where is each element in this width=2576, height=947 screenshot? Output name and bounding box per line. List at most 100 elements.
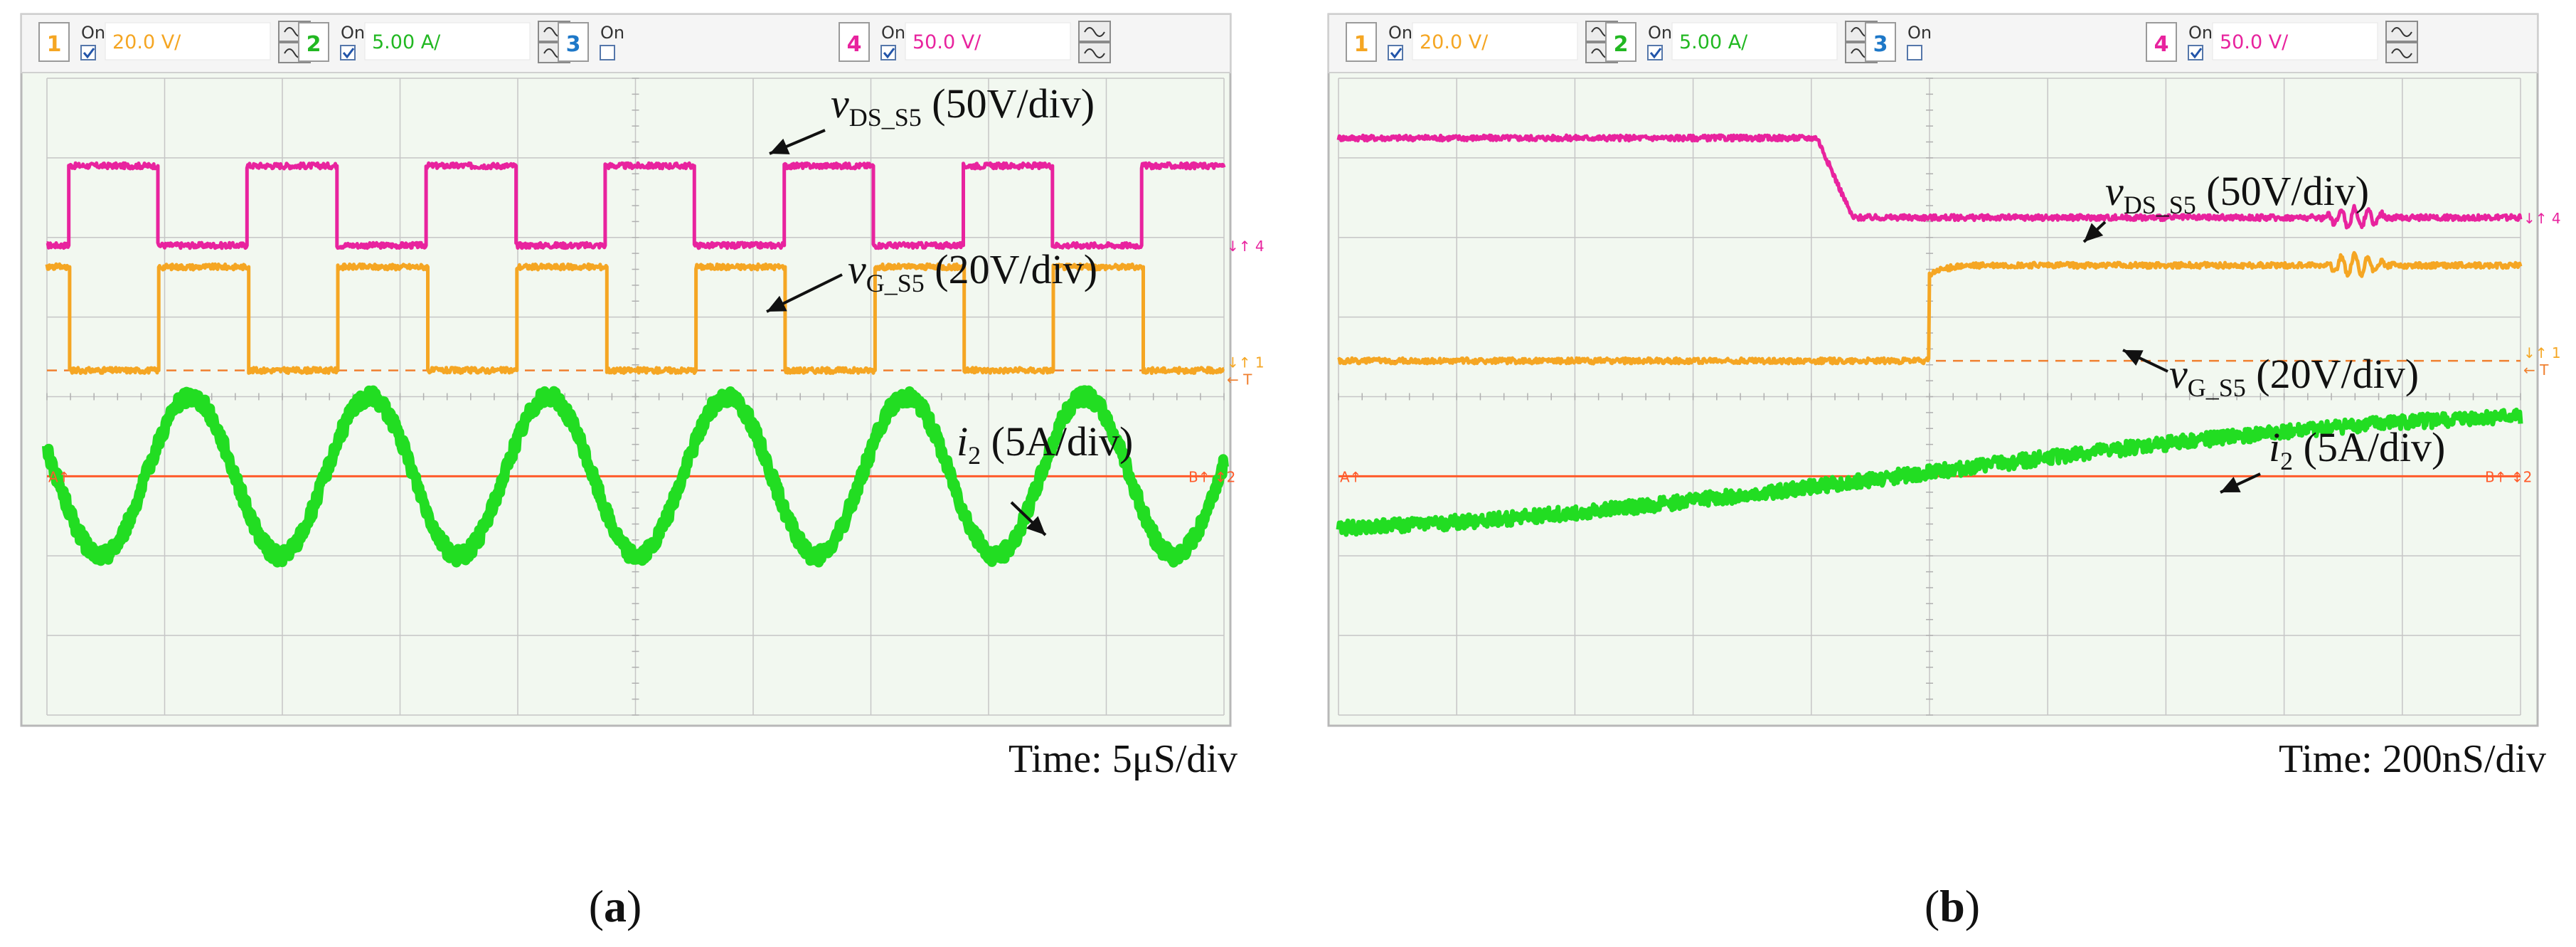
annotation-label: i2 (5A/div): [957, 418, 1133, 470]
annotation-subscript: DS_S5: [2124, 191, 2196, 219]
channel-3-header: 3 On: [1865, 22, 1932, 62]
channel-2-number: 2: [307, 32, 321, 57]
channel-4-header: 4 On 50.0 V/: [2146, 21, 2418, 63]
trace-vG_S5: [1337, 250, 2523, 366]
annotation-label: vDS_S5 (50V/div): [831, 80, 1095, 132]
channel-4-checkbox: [880, 45, 896, 60]
ch1-level-marker: ↓↑ 1: [2523, 344, 2561, 361]
annotation-2: i2 (5A/div): [957, 418, 1133, 536]
annotation-subscript: 2: [2280, 447, 2293, 475]
annotation-g-s5: vG_S5 (20V/div): [2122, 349, 2419, 402]
annotation-symbol: v: [2169, 351, 2188, 397]
channel-3-on-label: On: [1907, 23, 1932, 43]
annotation-label: vG_S5 (20V/div): [848, 246, 1097, 297]
annotation-subscript: G_S5: [2188, 374, 2246, 402]
trace-vG_S5: [45, 262, 1225, 375]
channel-2-box: [1605, 22, 1636, 62]
panel-label-letter: a: [604, 881, 627, 931]
cursor-a-marker: A↑: [1340, 468, 1361, 485]
channel-4-value-box: [2212, 22, 2378, 60]
channel-2-value-box: [364, 22, 531, 60]
arrow-head-icon: [2084, 223, 2104, 242]
channel-3-checkbox: [600, 45, 615, 60]
channel-1-number: 1: [47, 32, 62, 57]
annotation-ds-s5: vDS_S5 (50V/div): [769, 80, 1095, 155]
cursor-a-marker: A↑: [48, 468, 70, 485]
annotation-scale: (5A/div): [981, 418, 1133, 465]
arrow-head-icon: [770, 138, 790, 154]
annotation-label: vDS_S5 (50V/div): [2105, 168, 2369, 219]
ch1-level-marker: ↓↑ 1: [1227, 354, 1265, 371]
channel-4-box: [2146, 22, 2177, 62]
channel-1-value-box: [105, 22, 271, 60]
channel-4-header: 4 On 50.0 V/: [839, 21, 1111, 63]
annotation-scale: (20V/div): [2246, 351, 2419, 397]
annotation-label: vG_S5 (20V/div): [2169, 351, 2419, 402]
channel-4-scale: 50.0 V/: [2220, 31, 2289, 53]
channel-1-checkbox: [1388, 45, 1403, 60]
trace-vDS_S5: [46, 161, 1226, 250]
channel-1-on-label: On: [1388, 23, 1412, 43]
ch4-level-marker: ↓↑ 4: [1227, 238, 1265, 255]
channel-3-on-label: On: [600, 23, 624, 43]
checkmark-icon: [1390, 48, 1403, 59]
annotation-scale: (50V/div): [2196, 168, 2369, 214]
panel-label-open: (: [589, 881, 604, 931]
channel-3-number: 3: [566, 32, 581, 57]
panel-a: 1 On 20.0 V/2 On 5.00 A/3 On 4 On 50.0 V/↓↑ 4↓↑ …: [20, 13, 1265, 931]
channel-4-box: [839, 22, 870, 62]
channel-2-on-label: On: [341, 23, 365, 43]
panel-b: 1 On 20.0 V/2 On 5.00 A/3 On 4 On 50.0 V/↓↑ 4↓↑ …: [1327, 13, 2561, 931]
channel-2-header: 2 On 5.00 A/: [1605, 21, 1878, 63]
annotation-label: i2 (5A/div): [2269, 424, 2445, 475]
channel-2-on-label: On: [1648, 23, 1672, 43]
annotation-symbol: i: [2269, 424, 2280, 470]
arrow-head-icon: [767, 295, 787, 312]
arrow-head-icon: [2220, 477, 2241, 492]
channel-2-number: 2: [1614, 32, 1629, 57]
checkmark-icon: [1649, 48, 1662, 59]
channel-1-header: 1 On 20.0 V/: [38, 21, 311, 63]
channel-1-value-box: [1412, 22, 1578, 60]
channel-4-on-label: On: [2188, 23, 2213, 43]
sine-wave-icon: [2391, 48, 2412, 58]
channel-2-scale: 5.00 A/: [1679, 31, 1748, 53]
checkmark-icon: [83, 48, 95, 59]
channel-1-scale: 20.0 V/: [1420, 31, 1489, 53]
channel-3-number: 3: [1873, 32, 1888, 57]
ch2-level-marker: B↑ ↕2: [2485, 468, 2532, 485]
channel-4-number: 4: [847, 32, 862, 57]
annotation-symbol: v: [2105, 168, 2124, 214]
channel-3-checkbox: [1907, 45, 1922, 60]
panel-label-letter: b: [1939, 881, 1965, 931]
channel-1-checkbox: [80, 45, 96, 60]
annotation-scale: (50V/div): [922, 80, 1095, 127]
channel-1-number: 1: [1354, 32, 1369, 57]
channel-4-value-box: [905, 22, 1071, 60]
channel-markers: ↓↑ 4 ↓↑ 1← T B↑ ↕2 A↑: [48, 238, 1265, 485]
arrow-head-icon: [2123, 350, 2144, 366]
arrow-head-icon: [1026, 516, 1045, 535]
time-scale-label: Time: 200nS/div: [2279, 737, 2546, 781]
channel-1-box: [1346, 22, 1377, 62]
channel-2-header: 2 On 5.00 A/: [298, 21, 570, 63]
channel-4-scale: 50.0 V/: [912, 31, 981, 53]
channel-2-scale: 5.00 A/: [372, 31, 441, 53]
trace-i2: [42, 385, 1229, 568]
trace-i2: [1336, 407, 2523, 537]
checkmark-icon: [2190, 48, 2203, 59]
graticule: [1338, 78, 2521, 716]
annotation-scale: (5A/div): [2293, 424, 2445, 470]
annotation-symbol: v: [848, 246, 866, 292]
annotation-symbol: v: [831, 80, 849, 127]
panel-label: (b): [1925, 881, 1980, 931]
panel-label-open: (: [1925, 881, 1939, 931]
annotation-symbol: i: [957, 418, 968, 465]
annotation-g-s5: vG_S5 (20V/div): [766, 246, 1097, 313]
channel-1-on-label: On: [81, 23, 105, 43]
ch4-level-marker: ↓↑ 4: [2523, 210, 2561, 227]
dc-coupling-button: [1078, 42, 1111, 63]
time-scale-label: Time: 5μS/div: [1008, 737, 1238, 781]
trigger-marker: ← T: [1227, 371, 1252, 388]
